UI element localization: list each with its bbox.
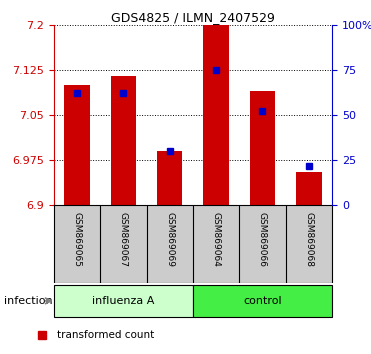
Text: infection: infection xyxy=(4,296,52,306)
Text: GSM869069: GSM869069 xyxy=(165,212,174,267)
Title: GDS4825 / ILMN_2407529: GDS4825 / ILMN_2407529 xyxy=(111,11,275,24)
Bar xyxy=(64,85,90,205)
Text: GSM869064: GSM869064 xyxy=(211,212,221,267)
Text: GSM869068: GSM869068 xyxy=(304,212,313,267)
FancyBboxPatch shape xyxy=(193,285,332,317)
Text: transformed count: transformed count xyxy=(57,330,154,341)
Text: control: control xyxy=(243,296,282,306)
Text: influenza A: influenza A xyxy=(92,296,155,306)
Text: GSM869067: GSM869067 xyxy=(119,212,128,267)
FancyBboxPatch shape xyxy=(54,285,193,317)
Text: GSM869066: GSM869066 xyxy=(258,212,267,267)
Bar xyxy=(111,76,136,205)
Bar xyxy=(203,25,229,205)
Bar xyxy=(296,172,322,205)
Text: GSM869065: GSM869065 xyxy=(72,212,82,267)
Bar xyxy=(157,151,183,205)
Bar xyxy=(250,91,275,205)
